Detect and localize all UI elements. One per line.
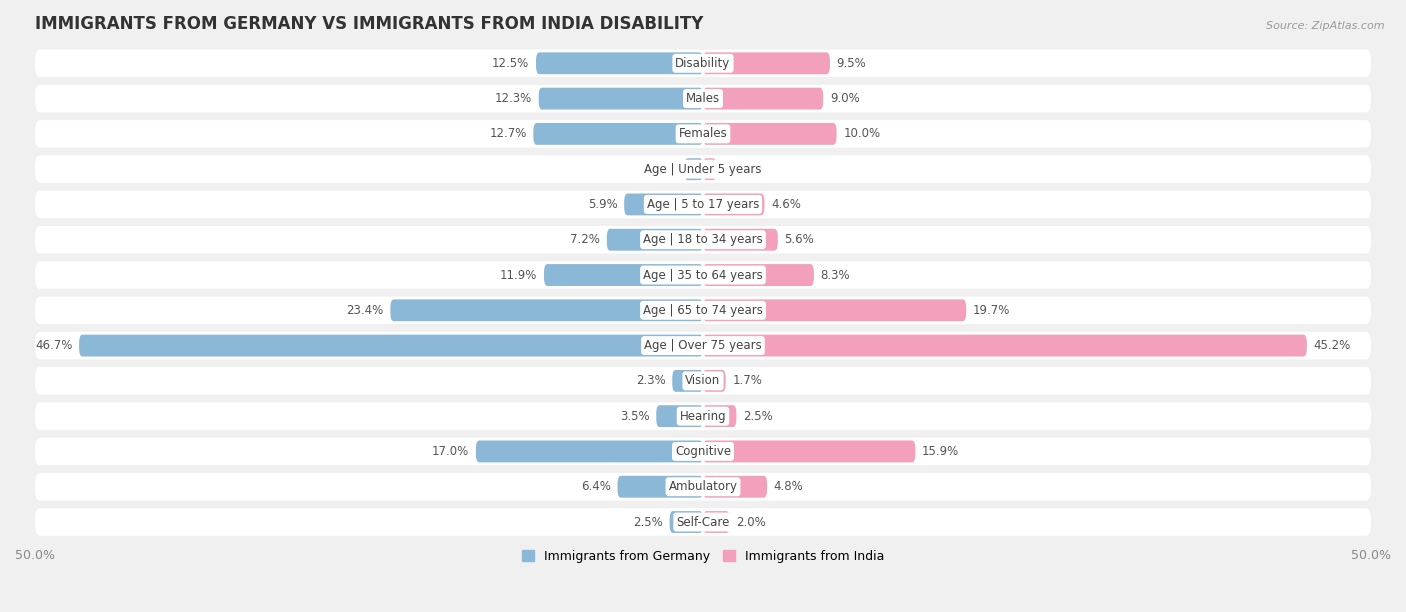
Text: 5.6%: 5.6%: [785, 233, 814, 246]
FancyBboxPatch shape: [617, 476, 703, 498]
Text: Source: ZipAtlas.com: Source: ZipAtlas.com: [1267, 21, 1385, 31]
FancyBboxPatch shape: [391, 299, 703, 321]
Text: Females: Females: [679, 127, 727, 140]
FancyBboxPatch shape: [35, 297, 1371, 324]
Text: 9.5%: 9.5%: [837, 57, 866, 70]
Text: 12.7%: 12.7%: [489, 127, 527, 140]
Text: 45.2%: 45.2%: [1313, 339, 1351, 352]
Text: 11.9%: 11.9%: [501, 269, 537, 282]
FancyBboxPatch shape: [35, 438, 1371, 465]
Text: 3.5%: 3.5%: [620, 409, 650, 423]
Text: 10.0%: 10.0%: [844, 127, 880, 140]
Text: Disability: Disability: [675, 57, 731, 70]
Text: 4.8%: 4.8%: [773, 480, 804, 493]
FancyBboxPatch shape: [703, 193, 765, 215]
FancyBboxPatch shape: [607, 229, 703, 251]
Text: 46.7%: 46.7%: [35, 339, 72, 352]
FancyBboxPatch shape: [657, 405, 703, 427]
FancyBboxPatch shape: [703, 370, 725, 392]
FancyBboxPatch shape: [703, 405, 737, 427]
Text: 12.3%: 12.3%: [495, 92, 531, 105]
Text: 6.4%: 6.4%: [581, 480, 610, 493]
Text: 2.0%: 2.0%: [737, 515, 766, 529]
Text: Age | 35 to 64 years: Age | 35 to 64 years: [643, 269, 763, 282]
FancyBboxPatch shape: [703, 264, 814, 286]
FancyBboxPatch shape: [703, 53, 830, 74]
FancyBboxPatch shape: [669, 511, 703, 533]
Text: 19.7%: 19.7%: [973, 304, 1011, 317]
FancyBboxPatch shape: [35, 191, 1371, 218]
FancyBboxPatch shape: [35, 473, 1371, 501]
Text: 23.4%: 23.4%: [346, 304, 384, 317]
Text: 2.5%: 2.5%: [633, 515, 662, 529]
FancyBboxPatch shape: [35, 403, 1371, 430]
FancyBboxPatch shape: [544, 264, 703, 286]
Text: 8.3%: 8.3%: [821, 269, 851, 282]
FancyBboxPatch shape: [703, 335, 1306, 357]
Text: 1.0%: 1.0%: [723, 163, 752, 176]
Text: Age | 18 to 34 years: Age | 18 to 34 years: [643, 233, 763, 246]
FancyBboxPatch shape: [538, 88, 703, 110]
FancyBboxPatch shape: [672, 370, 703, 392]
FancyBboxPatch shape: [703, 123, 837, 145]
FancyBboxPatch shape: [703, 441, 915, 463]
Text: 4.6%: 4.6%: [770, 198, 801, 211]
FancyBboxPatch shape: [703, 476, 768, 498]
Text: Age | Under 5 years: Age | Under 5 years: [644, 163, 762, 176]
FancyBboxPatch shape: [703, 511, 730, 533]
Text: Age | Over 75 years: Age | Over 75 years: [644, 339, 762, 352]
Text: 2.5%: 2.5%: [744, 409, 773, 423]
FancyBboxPatch shape: [35, 508, 1371, 536]
FancyBboxPatch shape: [35, 261, 1371, 289]
Text: 17.0%: 17.0%: [432, 445, 470, 458]
Text: 5.9%: 5.9%: [588, 198, 617, 211]
Text: 1.4%: 1.4%: [648, 163, 678, 176]
FancyBboxPatch shape: [533, 123, 703, 145]
Text: Age | 5 to 17 years: Age | 5 to 17 years: [647, 198, 759, 211]
Text: 9.0%: 9.0%: [830, 92, 859, 105]
FancyBboxPatch shape: [703, 159, 717, 180]
FancyBboxPatch shape: [685, 159, 703, 180]
Text: Cognitive: Cognitive: [675, 445, 731, 458]
FancyBboxPatch shape: [35, 332, 1371, 359]
Text: Hearing: Hearing: [679, 409, 727, 423]
FancyBboxPatch shape: [35, 155, 1371, 183]
FancyBboxPatch shape: [35, 367, 1371, 395]
FancyBboxPatch shape: [536, 53, 703, 74]
Text: 15.9%: 15.9%: [922, 445, 959, 458]
Text: Males: Males: [686, 92, 720, 105]
Legend: Immigrants from Germany, Immigrants from India: Immigrants from Germany, Immigrants from…: [516, 545, 890, 568]
FancyBboxPatch shape: [79, 335, 703, 357]
Text: IMMIGRANTS FROM GERMANY VS IMMIGRANTS FROM INDIA DISABILITY: IMMIGRANTS FROM GERMANY VS IMMIGRANTS FR…: [35, 15, 703, 33]
FancyBboxPatch shape: [624, 193, 703, 215]
FancyBboxPatch shape: [475, 441, 703, 463]
FancyBboxPatch shape: [703, 88, 824, 110]
Text: Vision: Vision: [685, 375, 721, 387]
FancyBboxPatch shape: [35, 50, 1371, 77]
Text: 1.7%: 1.7%: [733, 375, 762, 387]
FancyBboxPatch shape: [703, 299, 966, 321]
Text: Ambulatory: Ambulatory: [668, 480, 738, 493]
Text: 7.2%: 7.2%: [571, 233, 600, 246]
FancyBboxPatch shape: [35, 120, 1371, 147]
Text: 12.5%: 12.5%: [492, 57, 529, 70]
Text: 2.3%: 2.3%: [636, 375, 665, 387]
FancyBboxPatch shape: [703, 229, 778, 251]
FancyBboxPatch shape: [35, 226, 1371, 253]
Text: Self-Care: Self-Care: [676, 515, 730, 529]
FancyBboxPatch shape: [35, 85, 1371, 113]
Text: Age | 65 to 74 years: Age | 65 to 74 years: [643, 304, 763, 317]
